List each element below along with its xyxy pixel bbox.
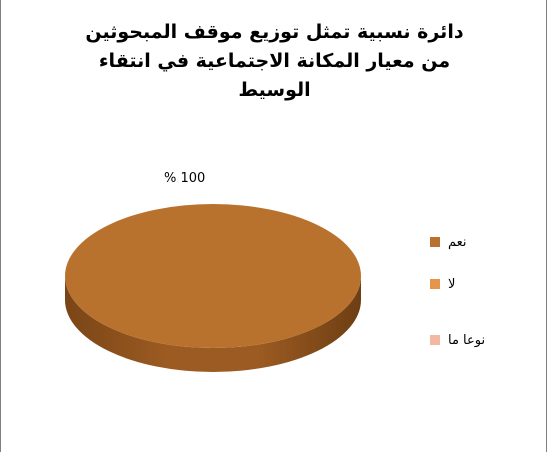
pie-slice-yes [65, 204, 361, 348]
legend-item-yes: نعم [430, 232, 467, 252]
legend-item-somewhat: نوعا ما [430, 330, 485, 350]
legend-label-yes: نعم [448, 234, 467, 250]
data-label-100: % 100 [164, 171, 206, 186]
pie-side [65, 276, 361, 372]
legend-swatch-somewhat [430, 335, 440, 345]
legend-label-no: لا [448, 276, 456, 292]
legend-label-somewhat: نوعا ما [448, 332, 486, 348]
chart-title: دائرة نسبية تمثل توزيع موقف المبحوثين من… [30, 18, 519, 105]
legend-item-no: لا [430, 274, 455, 294]
chart-title-line-3: الوسيط [238, 79, 311, 101]
legend-swatch-yes [430, 237, 440, 247]
chart-title-line-1: دائرة نسبية تمثل توزيع موقف المبحوثين [85, 21, 464, 43]
legend-swatch-no [430, 279, 440, 289]
chart-title-line-2: من معيار المكانة الاجتماعية في انتقاء [98, 50, 451, 72]
